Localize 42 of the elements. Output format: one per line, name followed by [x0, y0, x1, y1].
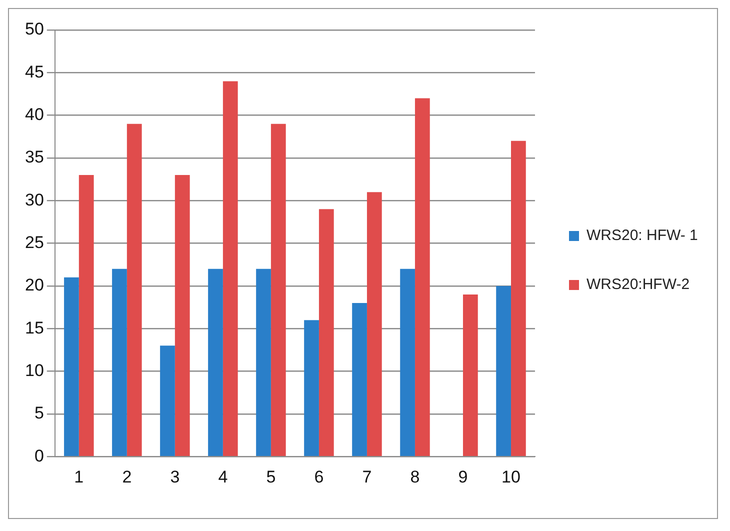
y-tick-label: 30 [24, 190, 44, 210]
y-tick-label: 40 [24, 105, 44, 124]
y-tick-label: 35 [24, 148, 44, 167]
bar [400, 268, 415, 456]
y-tick-label: 5 [34, 404, 44, 423]
y-tick-label: 45 [24, 62, 44, 82]
x-tick-label: 4 [218, 467, 228, 486]
bar [64, 277, 79, 456]
x-tick-label: 1 [74, 467, 84, 486]
x-tick-label: 2 [122, 467, 132, 486]
bar [352, 303, 367, 456]
y-tick-label: 10 [24, 360, 44, 380]
bar [222, 81, 238, 456]
x-tick-label: 10 [502, 467, 520, 486]
bar [304, 320, 319, 456]
x-tick-label: 7 [362, 467, 372, 486]
bar [496, 286, 511, 456]
y-tick-label: 15 [24, 318, 44, 338]
y-tick-label: 20 [24, 276, 44, 295]
bar [256, 268, 271, 456]
bar [462, 294, 478, 456]
bar [112, 268, 127, 456]
legend-label: WRS20:HFW-2 [586, 276, 690, 294]
y-tick-label: 25 [24, 232, 44, 252]
legend-label: WRS20: HFW- 1 [586, 227, 698, 244]
y-tick-label: 0 [34, 446, 44, 466]
bar [366, 192, 382, 456]
bar [174, 175, 190, 456]
bar [270, 124, 286, 456]
bar [318, 209, 334, 456]
x-tick-label: 9 [458, 467, 468, 486]
bar [208, 268, 223, 456]
bar [510, 140, 526, 456]
x-tick-label: 8 [410, 467, 420, 486]
bar [78, 175, 94, 456]
bar [160, 346, 175, 456]
x-tick-label: 6 [314, 467, 324, 486]
y-tick-label: 50 [24, 20, 44, 39]
bar [414, 98, 430, 456]
x-tick-label: 5 [266, 467, 276, 486]
x-tick-label: 3 [170, 467, 180, 486]
bar [126, 124, 142, 456]
